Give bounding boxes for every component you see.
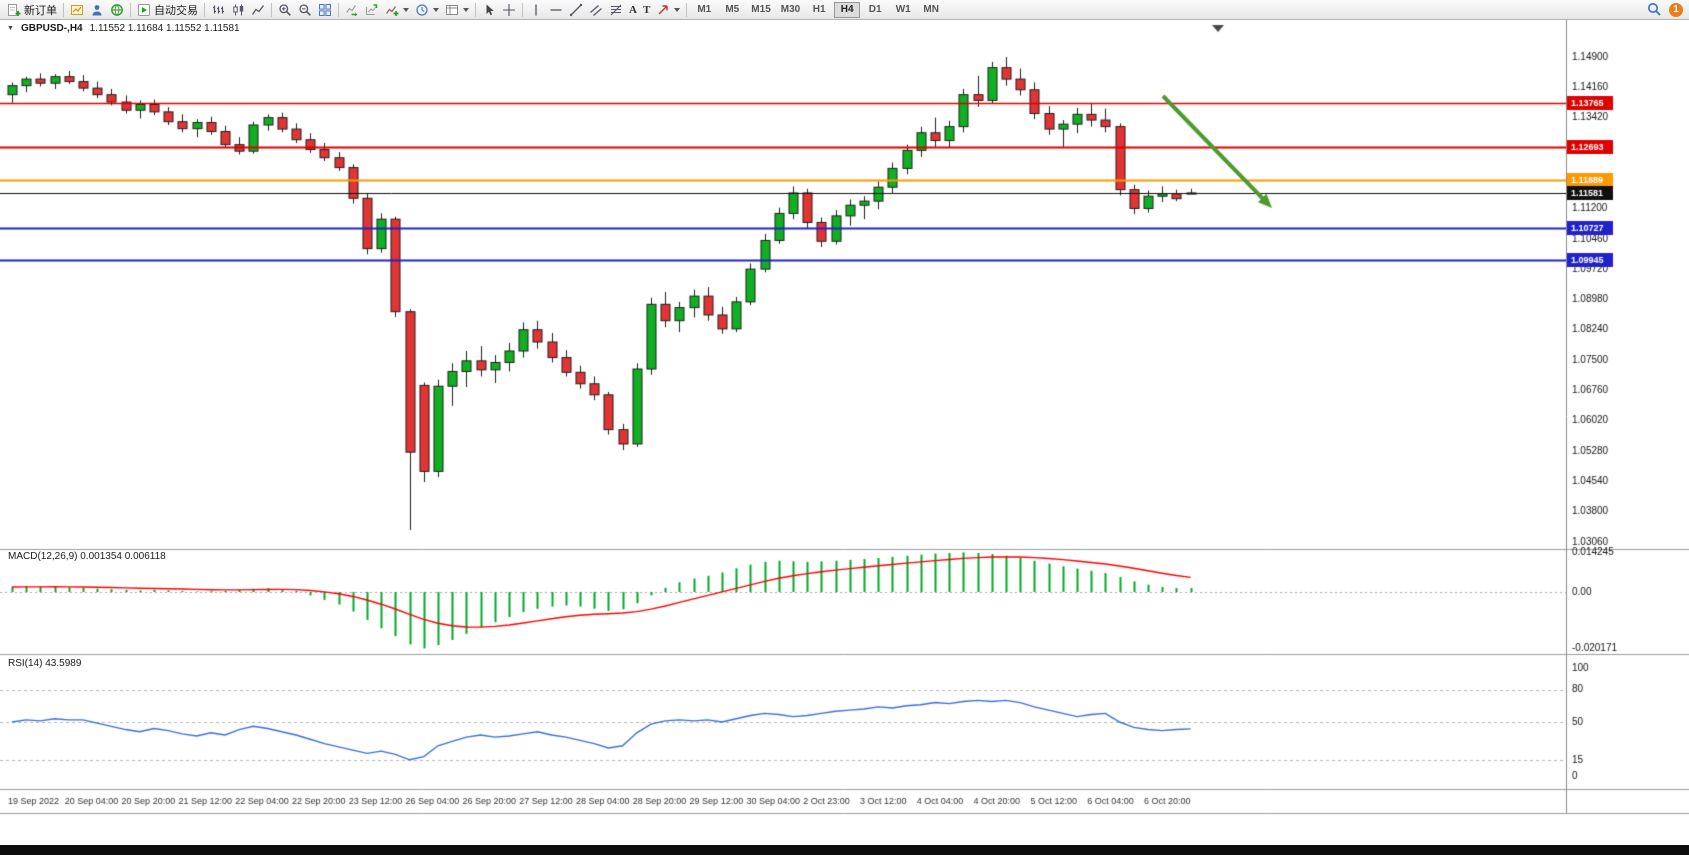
channel-icon xyxy=(589,3,603,17)
zoom-out-icon xyxy=(298,3,312,17)
crosshair-icon xyxy=(502,3,516,17)
chart-shift-icon xyxy=(365,3,379,17)
fibonacci-icon xyxy=(609,3,623,17)
autotrade-label: 自动交易 xyxy=(154,4,198,17)
templates-button[interactable] xyxy=(442,1,472,19)
fibonacci-button[interactable] xyxy=(606,1,626,19)
search-icon xyxy=(1647,2,1662,17)
auto-scroll-icon xyxy=(345,3,359,17)
indicators-button[interactable] xyxy=(382,1,412,19)
zoom-out-button[interactable] xyxy=(295,1,315,19)
profiles-icon xyxy=(90,3,104,17)
line-chart-icon xyxy=(251,3,265,17)
text-button[interactable]: A xyxy=(626,1,640,19)
toolbar-separator xyxy=(522,2,523,17)
toolbar-separator xyxy=(475,2,476,17)
channel-button[interactable] xyxy=(586,1,606,19)
arrows-button[interactable] xyxy=(653,1,683,19)
new-order-label: 新订单 xyxy=(24,4,57,17)
crosshair-button[interactable] xyxy=(499,1,519,19)
toolbar-separator xyxy=(130,2,131,17)
toolbar-separator xyxy=(338,2,339,17)
new-order-icon xyxy=(7,3,21,17)
template-icon xyxy=(445,3,459,17)
clock-icon xyxy=(415,3,429,17)
timeframe-M5[interactable]: M5 xyxy=(719,2,745,18)
toolbar-separator xyxy=(204,2,205,17)
chevron-down-icon xyxy=(674,7,681,12)
cursor-icon xyxy=(482,3,496,17)
autotrade-button[interactable]: 自动交易 xyxy=(134,1,201,19)
toolbar-separator xyxy=(686,2,688,17)
cursor-button[interactable] xyxy=(479,1,499,19)
market-icon xyxy=(110,3,124,17)
trendline-icon xyxy=(569,3,583,17)
new-order-button[interactable]: 新订单 xyxy=(4,1,60,19)
toolbar-separator xyxy=(63,2,64,17)
chart-region: ▼ GBPUSD-,H4 1.11552 1.11684 1.11552 1.1… xyxy=(0,20,1689,845)
zoom-in-button[interactable] xyxy=(275,1,295,19)
timeframe-W1[interactable]: W1 xyxy=(890,2,916,18)
trendline-button[interactable] xyxy=(566,1,586,19)
autotrade-icon xyxy=(137,3,151,17)
vertical-line-button[interactable] xyxy=(526,1,546,19)
timeframe-M15[interactable]: M15 xyxy=(747,2,774,18)
tile-windows-button[interactable] xyxy=(315,1,335,19)
candlestick-chart-button[interactable] xyxy=(228,1,248,19)
text-label-icon: T xyxy=(642,3,651,16)
arrows-icon xyxy=(656,3,670,17)
text-icon: A xyxy=(629,3,637,16)
line-chart-button[interactable] xyxy=(248,1,268,19)
market-button[interactable] xyxy=(107,1,127,19)
timeframe-MN[interactable]: MN xyxy=(918,2,944,18)
periods-button[interactable] xyxy=(412,1,442,19)
zoom-in-icon xyxy=(278,3,292,17)
horizontal-line-button[interactable] xyxy=(546,1,566,19)
price-chart-canvas[interactable] xyxy=(0,20,1689,845)
chevron-down-icon xyxy=(433,7,439,12)
timeframe-H4[interactable]: H4 xyxy=(834,1,861,18)
bar-chart-button[interactable] xyxy=(208,1,228,19)
timeframe-M1[interactable]: M1 xyxy=(691,2,717,18)
main-toolbar: 新订单 自动交易 xyxy=(0,0,1689,20)
timeframe-M30[interactable]: M30 xyxy=(777,2,804,18)
new-chart-icon xyxy=(70,3,84,17)
vertical-line-icon xyxy=(529,3,543,17)
bottom-bar xyxy=(0,845,1689,855)
chevron-down-icon xyxy=(463,7,469,12)
text-label-button[interactable]: T xyxy=(640,1,653,19)
profiles-button[interactable] xyxy=(87,1,107,19)
chevron-down-icon xyxy=(403,7,409,12)
timeframe-D1[interactable]: D1 xyxy=(862,2,888,18)
timeframe-H1[interactable]: H1 xyxy=(806,2,832,18)
auto-scroll-button[interactable] xyxy=(342,1,362,19)
horizontal-line-icon xyxy=(549,3,563,17)
indicators-icon xyxy=(385,3,399,17)
timeframe-group: M1 M5 M15 M30 H1 H4 D1 W1 MN xyxy=(690,0,945,20)
search-button[interactable] xyxy=(1644,1,1665,19)
tile-windows-icon xyxy=(318,3,332,17)
new-chart-button[interactable] xyxy=(67,1,87,19)
candlestick-icon xyxy=(231,3,245,17)
toolbar-separator xyxy=(271,2,272,17)
notification-badge[interactable]: 1 xyxy=(1669,2,1683,17)
chart-shift-button[interactable] xyxy=(362,1,382,19)
ohlc-bars-icon xyxy=(211,3,225,17)
